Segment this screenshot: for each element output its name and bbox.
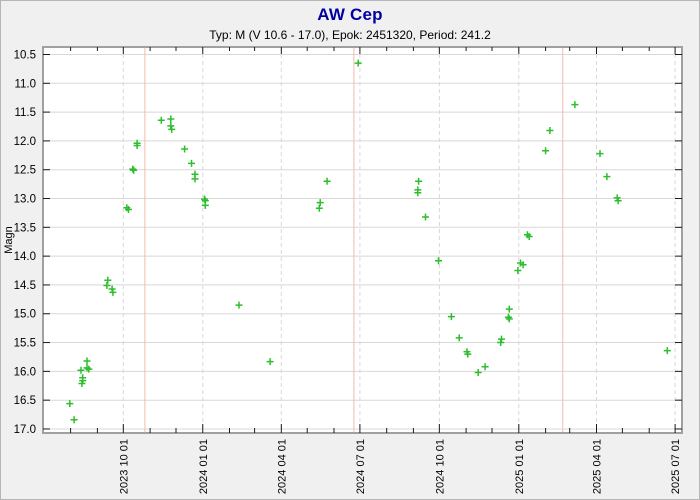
data-point (497, 339, 505, 346)
y-axis-title: Magn (3, 226, 15, 254)
data-point (79, 374, 87, 382)
x-tick-label: 2025 04 01 (592, 439, 604, 494)
data-point (70, 416, 78, 424)
data-point (181, 145, 189, 153)
data-point (235, 301, 243, 309)
data-point (422, 213, 429, 221)
data-point (125, 206, 132, 213)
x-tick-label: 2024 10 01 (434, 439, 446, 494)
y-tick-label: 11.5 (14, 107, 36, 119)
data-point (481, 363, 489, 371)
plot-area (43, 47, 682, 433)
data-point (663, 347, 671, 355)
data-point (447, 313, 455, 321)
data-point (542, 147, 550, 155)
y-tick-label: 13.0 (14, 194, 36, 206)
data-point (168, 125, 176, 133)
data-point (133, 142, 141, 149)
y-tick-label: 11.0 (14, 78, 36, 90)
y-tick-label: 15.5 (14, 338, 36, 350)
data-point (571, 101, 579, 109)
data-point (474, 369, 482, 376)
data-point (266, 358, 274, 366)
data-point (546, 127, 554, 134)
x-tick-label: 2025 07 01 (670, 439, 682, 494)
chart-subtitle: Typ: M (V 10.6 - 17.0), Epok: 2451320, P… (209, 28, 491, 42)
data-point (315, 204, 323, 212)
data-point (191, 175, 199, 183)
data-point (157, 116, 165, 124)
data-point (464, 350, 472, 358)
y-tick-label: 13.5 (14, 222, 36, 234)
data-point (188, 159, 195, 167)
y-tick-label: 17.0 (14, 424, 36, 436)
y-tick-label: 10.5 (14, 49, 36, 61)
data-point (505, 315, 513, 323)
data-point (201, 201, 209, 209)
data-point (415, 177, 423, 185)
data-point (167, 122, 175, 130)
x-tick-label: 2025 01 01 (514, 439, 526, 494)
data-point (85, 365, 93, 373)
data-point (514, 267, 522, 274)
data-point (323, 177, 331, 185)
y-tick-label: 12.0 (14, 136, 36, 148)
data-point (108, 285, 116, 293)
data-point (435, 257, 442, 265)
data-point (66, 400, 74, 408)
data-point (525, 233, 533, 240)
data-point (519, 261, 527, 269)
x-tick-label: 2024 04 01 (276, 439, 288, 494)
x-tick-label: 2023 10 01 (118, 439, 130, 494)
data-point (130, 166, 138, 174)
data-point (596, 150, 604, 158)
y-tick-label: 16.5 (14, 395, 36, 407)
y-tick-label: 14.0 (14, 251, 36, 263)
y-tick-label: 14.5 (14, 280, 36, 292)
data-point (109, 288, 117, 296)
data-point (354, 59, 362, 67)
plot-border (42, 46, 683, 434)
y-tick-label: 12.5 (14, 165, 36, 177)
y-tick-label: 15.0 (14, 309, 36, 321)
chart-title: AW Cep (317, 5, 383, 24)
data-point (103, 282, 111, 289)
data-point (455, 334, 463, 342)
x-tick-label: 2024 01 01 (198, 439, 210, 494)
x-tick-label: 2024 07 01 (355, 439, 367, 494)
data-point (316, 199, 324, 207)
data-point (505, 305, 513, 313)
data-point (603, 173, 611, 181)
data-point (414, 189, 422, 197)
data-point (614, 197, 622, 205)
data-point (83, 357, 91, 365)
data-point (129, 165, 137, 173)
y-tick-label: 16.0 (14, 366, 36, 378)
data-point (498, 335, 505, 343)
data-point (104, 276, 112, 284)
data-point (167, 115, 175, 123)
data-point (77, 366, 85, 374)
